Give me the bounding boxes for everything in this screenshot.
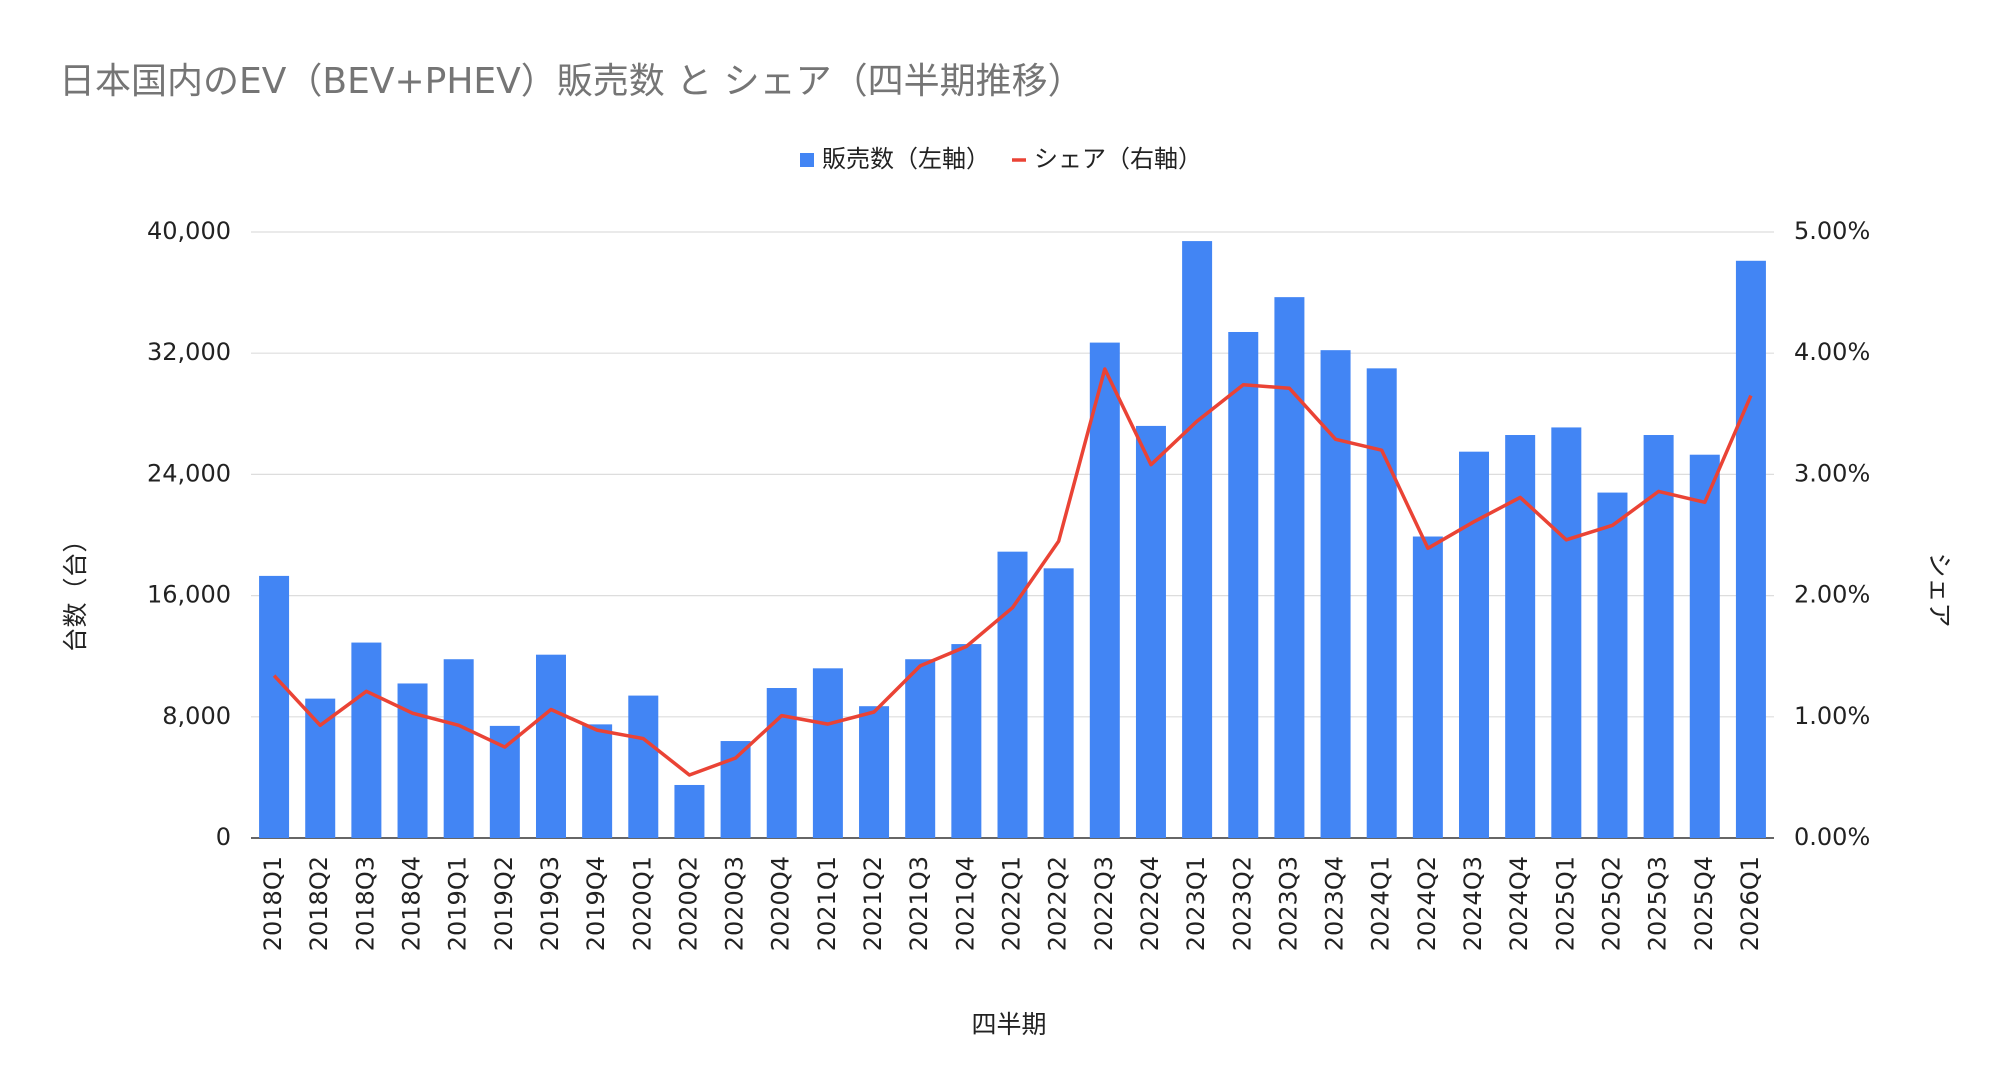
bar bbox=[1412, 536, 1443, 838]
x-tick-label: 2020Q3 bbox=[721, 856, 749, 951]
x-tick-label: 2020Q4 bbox=[767, 856, 795, 951]
x-tick-label: 2022Q2 bbox=[1044, 856, 1072, 951]
bar bbox=[489, 725, 520, 838]
bar bbox=[766, 688, 797, 838]
legend-label: 販売数（左軸） bbox=[822, 145, 990, 173]
x-tick-label: 2022Q3 bbox=[1090, 856, 1118, 951]
bar bbox=[1366, 368, 1397, 838]
bar bbox=[1089, 342, 1120, 838]
bar bbox=[1459, 451, 1490, 838]
x-tick-label: 2018Q3 bbox=[351, 856, 379, 951]
y-tick-label: 24,000 bbox=[147, 459, 231, 487]
x-tick-label: 2019Q1 bbox=[444, 856, 472, 951]
bar bbox=[582, 724, 613, 838]
bar bbox=[812, 668, 843, 838]
x-tick-label: 2019Q2 bbox=[490, 856, 518, 951]
bar bbox=[1182, 241, 1213, 839]
bar bbox=[628, 695, 659, 838]
y2-tick-label: 5.00% bbox=[1794, 217, 1870, 245]
x-tick-label: 2025Q4 bbox=[1690, 856, 1718, 951]
y-tick-label: 40,000 bbox=[147, 217, 231, 245]
bar bbox=[305, 698, 336, 838]
y2-axis-title: シェア bbox=[1925, 552, 1954, 627]
bar bbox=[1228, 331, 1259, 838]
bar bbox=[1597, 492, 1628, 838]
y-tick-label: 0 bbox=[216, 823, 231, 851]
x-tick-label: 2025Q1 bbox=[1551, 856, 1579, 951]
bar bbox=[1735, 260, 1766, 838]
x-tick-label: 2019Q3 bbox=[536, 856, 564, 951]
y-tick-label: 32,000 bbox=[147, 338, 231, 366]
x-tick-label: 2021Q4 bbox=[951, 856, 979, 951]
x-tick-label: 2021Q2 bbox=[859, 856, 887, 951]
bar bbox=[1274, 297, 1305, 838]
x-tick-label: 2024Q1 bbox=[1367, 856, 1395, 951]
x-tick-label: 2023Q4 bbox=[1321, 856, 1349, 951]
x-tick-label: 2022Q4 bbox=[1136, 856, 1164, 951]
x-tick-label: 2021Q1 bbox=[813, 856, 841, 951]
x-tick-label: 2021Q3 bbox=[905, 856, 933, 951]
x-tick-label: 2023Q1 bbox=[1182, 856, 1210, 951]
bar bbox=[997, 551, 1028, 838]
x-tick-label: 2022Q1 bbox=[998, 856, 1026, 951]
bar bbox=[905, 659, 936, 838]
bar bbox=[1043, 568, 1074, 838]
y2-tick-label: 3.00% bbox=[1794, 459, 1870, 487]
y-tick-label: 16,000 bbox=[147, 581, 231, 609]
x-tick-label: 2023Q2 bbox=[1228, 856, 1256, 951]
bar bbox=[859, 706, 890, 838]
y2-tick-label: 2.00% bbox=[1794, 581, 1870, 609]
legend-swatch bbox=[800, 153, 814, 167]
bar bbox=[443, 659, 474, 838]
x-tick-label: 2020Q1 bbox=[628, 856, 656, 951]
x-tick-label: 2018Q1 bbox=[259, 856, 287, 951]
bar bbox=[1320, 350, 1351, 838]
x-tick-label: 2026Q1 bbox=[1736, 856, 1764, 951]
bar bbox=[351, 642, 382, 838]
x-tick-label: 2024Q3 bbox=[1459, 856, 1487, 951]
line bbox=[272, 367, 1753, 777]
bar bbox=[1689, 454, 1720, 838]
y2-tick-label: 4.00% bbox=[1794, 338, 1870, 366]
legend-label: シェア（右軸） bbox=[1034, 145, 1202, 173]
x-tick-label: 2025Q2 bbox=[1597, 856, 1625, 951]
bar bbox=[1135, 425, 1166, 838]
x-tick-label: 2025Q3 bbox=[1644, 856, 1672, 951]
bar bbox=[535, 654, 566, 838]
x-tick-label: 2018Q2 bbox=[305, 856, 333, 951]
bar bbox=[720, 741, 751, 838]
bar bbox=[259, 575, 290, 838]
bar bbox=[674, 784, 705, 838]
y2-tick-label: 1.00% bbox=[1794, 702, 1870, 730]
x-tick-label: 2019Q4 bbox=[582, 856, 610, 951]
y-axis-title: 台数（台） bbox=[61, 527, 90, 652]
x-tick-label: 2023Q3 bbox=[1274, 856, 1302, 951]
x-tick-label: 2024Q2 bbox=[1413, 856, 1441, 951]
x-tick-label: 2020Q2 bbox=[674, 856, 702, 951]
chart-title: 日本国内のEV（BEV+PHEV）販売数 と シェア（四半期推移） bbox=[59, 61, 1084, 102]
x-tick-label: 2018Q4 bbox=[398, 856, 426, 951]
y2-tick-label: 0.00% bbox=[1794, 823, 1870, 851]
x-axis-title: 四半期 bbox=[971, 1010, 1046, 1039]
bar bbox=[951, 644, 982, 838]
y-tick-label: 8,000 bbox=[162, 702, 231, 730]
bar bbox=[1551, 427, 1582, 838]
x-tick-label: 2024Q4 bbox=[1505, 856, 1533, 951]
bar bbox=[1643, 435, 1674, 838]
bar bbox=[1505, 435, 1536, 838]
